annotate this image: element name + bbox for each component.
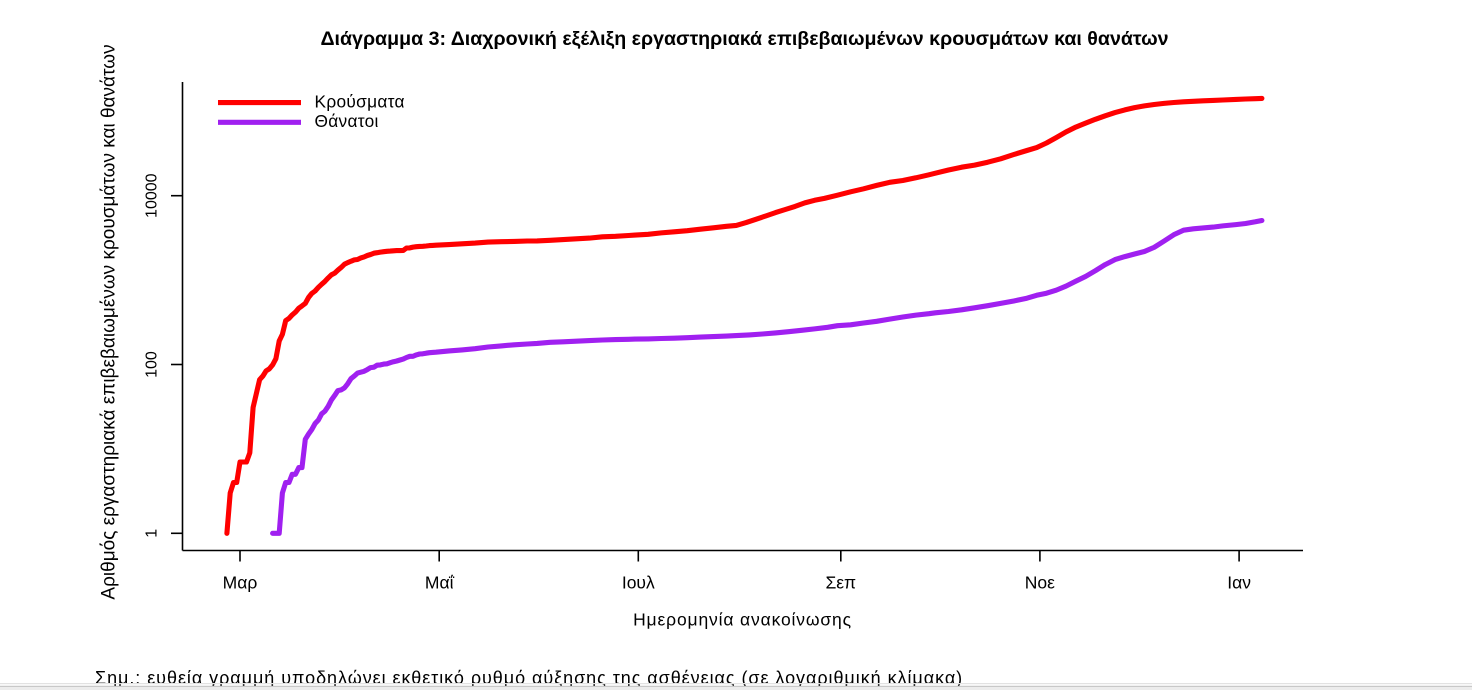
svg-text:100: 100 xyxy=(144,351,161,378)
svg-text:Θάνατοι: Θάνατοι xyxy=(315,111,379,131)
svg-text:1: 1 xyxy=(144,529,161,538)
svg-text:Ιαν: Ιαν xyxy=(1227,573,1251,593)
svg-text:10000: 10000 xyxy=(144,173,161,218)
svg-text:Μαρ: Μαρ xyxy=(223,573,258,593)
svg-text:Διάγραμμα 3: Διαχρονική εξέλιξ: Διάγραμμα 3: Διαχρονική εξέλιξη εργαστηρ… xyxy=(320,28,1168,50)
svg-text:Σεπ: Σεπ xyxy=(825,573,856,593)
svg-text:Σημ.: ευθεία γραμμή υποδηλώνει: Σημ.: ευθεία γραμμή υποδηλώνει εκθετικό … xyxy=(95,668,963,688)
svg-text:Αριθμός εργαστηριακά επιβεβαιω: Αριθμός εργαστηριακά επιβεβαιωμένων κρου… xyxy=(99,44,120,599)
svg-text:Νοε: Νοε xyxy=(1025,573,1055,593)
svg-text:Ημερομηνία ανακοίνωσης: Ημερομηνία ανακοίνωσης xyxy=(633,610,852,630)
svg-text:Ιουλ: Ιουλ xyxy=(622,573,655,593)
svg-text:Μαΐ: Μαΐ xyxy=(425,573,455,593)
svg-text:Κρούσματα: Κρούσματα xyxy=(315,92,405,112)
